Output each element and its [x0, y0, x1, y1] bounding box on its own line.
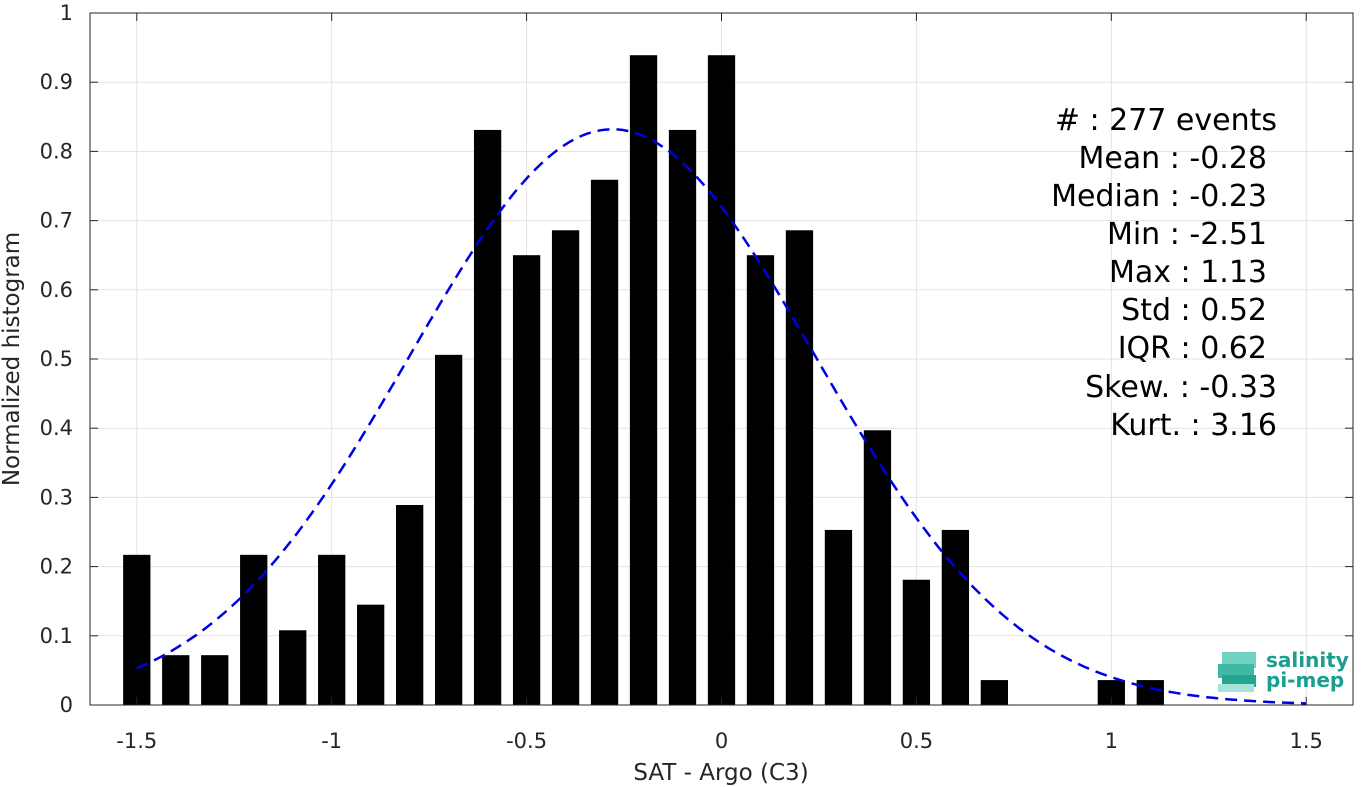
- salinity-pi-mep-logo: salinity pi-mep: [1218, 648, 1349, 692]
- y-tick-label: 0.8: [40, 139, 73, 163]
- histogram-bar: [941, 529, 970, 705]
- x-axis-ticks: -1.5 -1 -0.5 0 0.5 1 1.5: [116, 13, 1323, 753]
- histogram-bar: [707, 55, 736, 706]
- stat-line: Median : -0.23: [1051, 179, 1267, 214]
- y-tick-label: 0.1: [40, 624, 73, 648]
- histogram-bar: [473, 129, 502, 705]
- y-tick-label: 0.7: [40, 209, 73, 233]
- bars-group: [123, 55, 1164, 706]
- histogram-bar: [201, 655, 229, 705]
- stat-line: Skew. : -0.33: [1085, 370, 1277, 405]
- y-tick-label: 0.5: [40, 347, 73, 371]
- stat-line: Min : -2.51: [1107, 217, 1267, 252]
- x-tick-label: -1: [321, 729, 342, 753]
- stat-line: IQR : 0.62: [1118, 331, 1267, 366]
- histogram-bar: [629, 55, 658, 706]
- y-axis-label: Normalized histogram: [0, 232, 25, 486]
- x-tick-label: -0.5: [506, 729, 547, 753]
- histogram-bar: [824, 529, 853, 705]
- y-tick-label: 0.9: [40, 70, 73, 94]
- histogram-bar: [396, 505, 424, 705]
- histogram-bar: [980, 680, 1009, 705]
- histogram-bar: [123, 554, 151, 705]
- stat-line: Mean : -0.28: [1078, 141, 1267, 176]
- y-tick-label: 1: [60, 1, 73, 25]
- histogram-bar: [162, 655, 190, 705]
- histogram-bar: [1136, 680, 1164, 705]
- logo-line2: pi-mep: [1266, 668, 1344, 692]
- histogram-bar: [279, 630, 307, 705]
- histogram-bar: [746, 255, 775, 705]
- x-tick-label: -1.5: [116, 729, 157, 753]
- y-tick-label: 0: [60, 693, 73, 717]
- histogram-bar: [240, 554, 268, 705]
- logo-icon: [1218, 652, 1256, 692]
- stat-line: Std : 0.52: [1121, 293, 1267, 328]
- histogram-bar: [590, 179, 619, 706]
- histogram-bar: [357, 604, 385, 705]
- x-tick-label: 1: [1105, 729, 1118, 753]
- gaussian-fit-curve: [136, 128, 1307, 705]
- stat-line: # : 277 events: [1055, 103, 1277, 138]
- histogram-bar: [434, 354, 463, 705]
- stat-line: Kurt. : 3.16: [1110, 408, 1277, 443]
- x-tick-label: 0.5: [900, 729, 933, 753]
- y-tick-label: 0.4: [40, 416, 73, 440]
- histogram-bar: [318, 554, 346, 705]
- y-axis-ticks: 0 0.1 0.2 0.3 0.4 0.5 0.6 0.7 0.8 0.9 1: [40, 1, 1353, 717]
- histogram-bar: [863, 430, 892, 705]
- y-tick-label: 0.2: [40, 555, 73, 579]
- histogram-bar: [668, 129, 697, 705]
- histogram-bar: [785, 230, 814, 705]
- histogram-bar: [902, 579, 931, 705]
- y-tick-label: 0.3: [40, 485, 73, 509]
- logo-line1: salinity: [1266, 648, 1349, 672]
- y-tick-label: 0.6: [40, 278, 73, 302]
- x-axis-label: SAT - Argo (C3): [633, 760, 808, 786]
- histogram-bar: [551, 230, 580, 705]
- stat-line: Max : 1.13: [1109, 255, 1267, 290]
- x-tick-label: 1.5: [1290, 729, 1323, 753]
- x-tick-label: 0: [715, 729, 728, 753]
- histogram-bar: [512, 255, 541, 705]
